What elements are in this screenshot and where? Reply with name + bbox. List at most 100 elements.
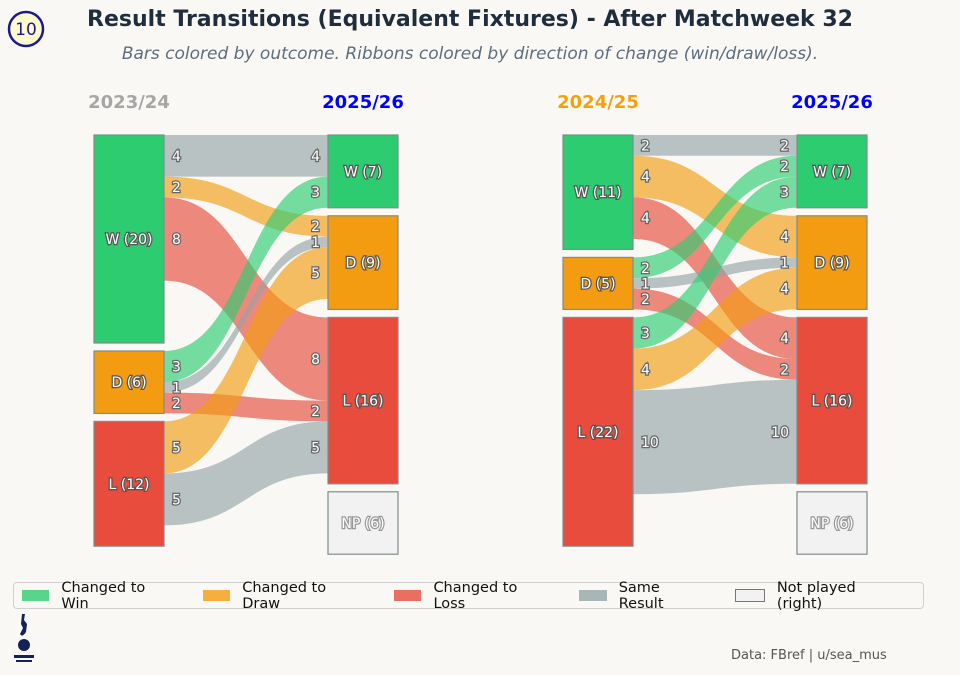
right-bar-label: W (7) [344, 164, 382, 180]
ribbon-value-target: 1 [311, 235, 320, 251]
left-bar-L: L (12) [93, 420, 165, 547]
sankey-diagram-1: 2023/24 2025/26 [88, 92, 404, 526]
left-season-header: 2024/25 [557, 92, 639, 113]
left-bar-D: D (5) [562, 256, 634, 310]
ribbon-value-source: 5 [172, 440, 181, 456]
ribbon-W-to-L [633, 197, 797, 359]
data-credit: Data: FBref | u/sea_mus [731, 648, 887, 663]
ribbon-value-source: 8 [172, 232, 181, 248]
right-bar-D: D (9) [327, 215, 399, 311]
ribbons [164, 135, 328, 526]
left-bar-rect [93, 420, 165, 547]
ribbon-value-source: 4 [641, 362, 650, 378]
ribbon-value-target: 2 [780, 362, 789, 378]
legend-swatch [202, 590, 231, 601]
left-bar-label: W (20) [105, 232, 152, 248]
right-bar-label: L (16) [812, 394, 853, 410]
ribbon-value-target: 8 [311, 352, 320, 368]
ribbon-value-target: 4 [311, 149, 320, 165]
ribbon-L-to-L [164, 421, 328, 526]
right-bar-rect [327, 215, 399, 311]
ribbon-value-target: 2 [311, 404, 320, 420]
ribbon-value-target: 1 [780, 256, 789, 272]
legend-item-np: Not played (right) [735, 580, 903, 612]
ribbon-value-source: 3 [641, 326, 650, 342]
club-logo [14, 614, 34, 662]
ribbon-value-source: 2 [641, 261, 650, 277]
ribbon-value-target: 4 [780, 282, 789, 298]
logo-text-mark [14, 655, 34, 658]
legend-label: Same Result [618, 579, 664, 612]
right-bar-rect [327, 134, 399, 209]
right-season-header: 2025/26 [322, 92, 404, 113]
left-bar-rect [562, 134, 634, 251]
ribbon-value-target: 4 [780, 230, 789, 246]
ribbon-D-to-W [633, 155, 797, 279]
left-season-header: 2023/24 [88, 92, 170, 113]
right-bar-label: L (16) [343, 394, 384, 410]
ribbon-value-source: 2 [641, 292, 650, 308]
ribbon-value-target: 3 [311, 185, 320, 201]
matchweek-badge: 10 [7, 10, 45, 48]
ribbon-value-source: 4 [641, 211, 650, 227]
legend-label: Changed to Win [61, 579, 146, 612]
legend-swatch [579, 590, 607, 601]
left-bar-W: W (20) [93, 134, 165, 344]
ribbon-value-target: 3 [780, 185, 789, 201]
ribbon-value-source: 10 [641, 435, 659, 451]
ribbon-value-target: 2 [311, 219, 320, 235]
ribbon-value-target: 10 [771, 425, 789, 441]
right-bar-L: L (16) [327, 316, 399, 485]
right-bar-rect [327, 491, 399, 555]
legend-item-same: Same Result [579, 580, 707, 612]
right-bar-NP: NP (6) [327, 491, 399, 555]
ribbon-value-source: 4 [641, 170, 650, 186]
ribbon-L-to-D [633, 267, 797, 391]
legend-label: Not played (right) [776, 579, 856, 612]
legend-item-loss: Changed to Loss [394, 580, 551, 612]
right-bar-L: L (16) [796, 316, 868, 485]
logo-text-mark [16, 660, 32, 662]
right-bar-D: D (9) [796, 215, 868, 311]
right-bar-W: W (7) [796, 134, 868, 209]
badge-number: 10 [15, 20, 37, 40]
left-bar-label: D (5) [580, 276, 615, 292]
left-bar-rect [93, 134, 165, 344]
ribbon-value-source: 1 [172, 380, 181, 396]
legend-label: Changed to Draw [242, 579, 327, 612]
left-bar-label: W (11) [574, 185, 621, 201]
ribbon-value-target: 5 [311, 440, 320, 456]
legend-label: Changed to Loss [433, 579, 518, 612]
cockerel-icon [20, 614, 27, 636]
right-bar-NP: NP (6) [796, 491, 868, 555]
right-bar-label: W (7) [813, 164, 851, 180]
right-bar-rect [796, 134, 868, 209]
ribbon-value-source: 2 [172, 180, 181, 196]
ball-icon [18, 639, 30, 651]
left-bar-label: L (12) [109, 477, 150, 493]
ribbon-D-to-D [164, 236, 328, 393]
right-bar-rect [796, 215, 868, 311]
right-bar-rect [796, 491, 868, 555]
ribbon-value-source: 5 [172, 492, 181, 508]
ribbon-W-to-W [164, 135, 328, 177]
left-bar-W: W (11) [562, 134, 634, 251]
ribbon-value-source: 3 [172, 360, 181, 376]
ribbon-value-source: 4 [172, 149, 181, 165]
ribbon-value-source: 2 [172, 396, 181, 412]
right-bar-W: W (7) [327, 134, 399, 209]
ribbon-value-target: 2 [780, 159, 789, 175]
ribbon-value-target: 5 [311, 266, 320, 282]
badge-circle [7, 10, 45, 48]
right-bar-label: NP (6) [341, 516, 384, 532]
right-season-header: 2025/26 [791, 92, 873, 113]
ribbons [633, 135, 797, 495]
ribbon-L-to-W [633, 176, 797, 349]
chart-title: Result Transitions (Equivalent Fixtures)… [87, 7, 853, 32]
legend: Changed to Win Changed to Draw Changed to … [13, 579, 924, 612]
legend-item-draw: Changed to Draw [202, 579, 366, 612]
right-bar-label: D (9) [345, 256, 380, 272]
